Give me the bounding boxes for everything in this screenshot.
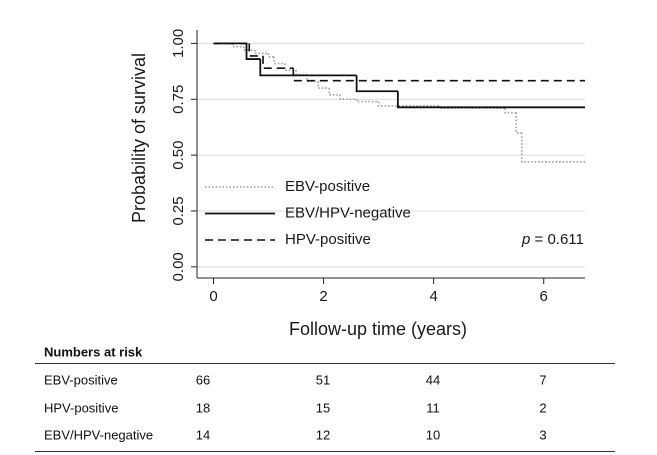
survival-step [295,70,308,76]
risk-count: 15 [315,400,331,415]
risk-count: 10 [425,427,441,443]
survival-step [267,53,275,58]
risk-count: 11 [426,400,440,415]
risk-count: 44 [425,372,441,388]
survival-step [396,91,585,109]
table-title: Numbers at risk [44,344,143,360]
y-tick-label: 0.50 [170,141,187,170]
annotation: p = 0.611 [521,231,584,248]
survival-step [248,43,264,57]
survival-step [273,56,286,65]
survival-step [242,46,255,51]
y-tick-label: 0.25 [170,196,187,225]
y-axis-title: Probability of survival [129,53,149,223]
y-tick-label: 1.00 [170,29,187,58]
survival-step [262,55,294,70]
y-tick-label: 0.00 [170,252,187,281]
survival-step [245,43,261,60]
survival-step [328,88,341,96]
table-rule [35,363,615,364]
risk-count: 18 [195,400,211,415]
survival-step [355,75,398,93]
x-axis-title: Follow-up time (years) [289,319,467,339]
risk-count: 2 [539,400,547,415]
survival-step [355,99,379,103]
survival-step [504,108,517,114]
chart: Probability of survival Follow-up time (… [129,29,585,339]
survival-step [231,43,244,48]
x-tick-label: 6 [540,288,548,305]
survival-step [284,63,297,72]
row-label: EBV/HPV-negative [44,427,154,443]
row-label: HPV-positive [44,400,119,415]
risk-count: 3 [539,427,547,443]
x-tick-label: 0 [209,288,217,305]
survival-step [292,68,585,82]
legend-label: EBV-positive [285,178,370,195]
y-tick-label: 0.75 [170,85,187,114]
table-rule [35,451,615,452]
survival-step [339,94,357,101]
annotation-p: p [521,231,530,248]
risk-count: 12 [315,427,331,443]
survival-step [317,81,330,89]
risk-count: 66 [195,372,211,388]
x-tick-label: 2 [319,288,327,305]
survival-step [377,101,440,107]
survival-step [259,59,357,77]
legend-label: HPV-positive [285,231,371,248]
survival-step [253,50,269,55]
survival-step [520,132,585,163]
x-tick-label: 4 [429,288,437,305]
survival-step [515,112,522,134]
row-label: EBV-positive [44,372,118,388]
legend-label: EBV/HPV-negative [285,204,411,221]
annotation-value: = 0.611 [535,231,584,248]
risk-count: 14 [195,427,211,443]
risk-count: 51 [315,372,331,388]
risk-count: 7 [539,372,547,388]
